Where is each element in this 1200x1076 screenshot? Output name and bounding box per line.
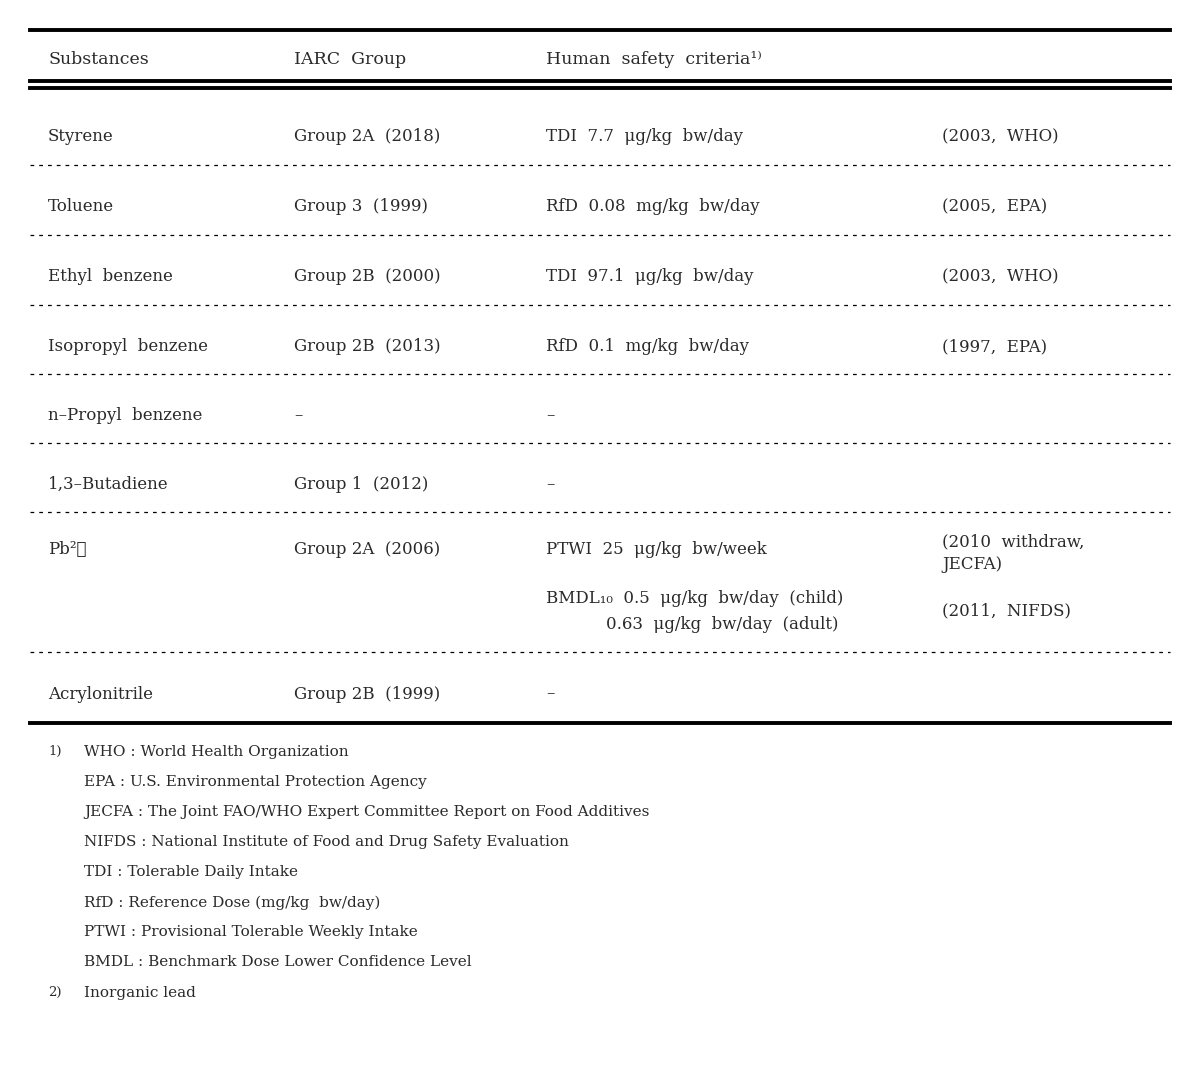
Text: Group 1  (2012): Group 1 (2012)	[294, 476, 428, 493]
Text: (1997,  EPA): (1997, EPA)	[942, 338, 1048, 355]
Text: Group 2B  (2013): Group 2B (2013)	[294, 338, 440, 355]
Text: Human  safety  criteria¹⁾: Human safety criteria¹⁾	[546, 51, 762, 68]
Text: Styrene: Styrene	[48, 128, 114, 145]
Text: TDI : Tolerable Daily Intake: TDI : Tolerable Daily Intake	[84, 865, 298, 879]
Text: (2003,  WHO): (2003, WHO)	[942, 128, 1058, 145]
Text: BMDL₁₀  0.5  μg/kg  bw/day  (child): BMDL₁₀ 0.5 μg/kg bw/day (child)	[546, 590, 844, 607]
Text: –: –	[546, 407, 554, 424]
Text: Inorganic lead: Inorganic lead	[84, 986, 196, 1000]
Text: WHO : World Health Organization: WHO : World Health Organization	[84, 745, 349, 759]
Text: RfD : Reference Dose (mg/kg  bw/day): RfD : Reference Dose (mg/kg bw/day)	[84, 895, 380, 909]
Text: Group 2A  (2006): Group 2A (2006)	[294, 541, 440, 558]
Text: PTWI : Provisional Tolerable Weekly Intake: PTWI : Provisional Tolerable Weekly Inta…	[84, 925, 418, 939]
Text: JECFA : The Joint FAO/WHO Expert Committee Report on Food Additives: JECFA : The Joint FAO/WHO Expert Committ…	[84, 805, 649, 819]
Text: –: –	[294, 407, 302, 424]
Text: 1,3–Butadiene: 1,3–Butadiene	[48, 476, 169, 493]
Text: TDI  97.1  μg/kg  bw/day: TDI 97.1 μg/kg bw/day	[546, 268, 754, 285]
Text: 1): 1)	[48, 745, 61, 758]
Text: RfD  0.08  mg/kg  bw/day: RfD 0.08 mg/kg bw/day	[546, 198, 760, 215]
Text: Group 2B  (1999): Group 2B (1999)	[294, 685, 440, 703]
Text: (2010  withdraw,: (2010 withdraw,	[942, 534, 1085, 551]
Text: BMDL : Benchmark Dose Lower Confidence Level: BMDL : Benchmark Dose Lower Confidence L…	[84, 955, 472, 969]
Text: –: –	[546, 685, 554, 703]
Text: Group 3  (1999): Group 3 (1999)	[294, 198, 428, 215]
Text: Toluene: Toluene	[48, 198, 114, 215]
Text: RfD  0.1  mg/kg  bw/day: RfD 0.1 mg/kg bw/day	[546, 338, 749, 355]
Text: (2011,  NIFDS): (2011, NIFDS)	[942, 603, 1072, 620]
Text: EPA : U.S. Environmental Protection Agency: EPA : U.S. Environmental Protection Agen…	[84, 775, 427, 789]
Text: Pb²⧠: Pb²⧠	[48, 541, 86, 558]
Text: Isopropyl  benzene: Isopropyl benzene	[48, 338, 208, 355]
Text: Substances: Substances	[48, 51, 149, 68]
Text: (2005,  EPA): (2005, EPA)	[942, 198, 1048, 215]
Text: Acrylonitrile: Acrylonitrile	[48, 685, 154, 703]
Text: 2): 2)	[48, 986, 61, 999]
Text: Group 2A  (2018): Group 2A (2018)	[294, 128, 440, 145]
Text: Ethyl  benzene: Ethyl benzene	[48, 268, 173, 285]
Text: Group 2B  (2000): Group 2B (2000)	[294, 268, 440, 285]
Text: 0.63  μg/kg  bw/day  (adult): 0.63 μg/kg bw/day (adult)	[606, 615, 839, 633]
Text: –: –	[546, 476, 554, 493]
Text: IARC  Group: IARC Group	[294, 51, 406, 68]
Text: PTWI  25  μg/kg  bw/week: PTWI 25 μg/kg bw/week	[546, 541, 767, 558]
Text: NIFDS : National Institute of Food and Drug Safety Evaluation: NIFDS : National Institute of Food and D…	[84, 835, 569, 849]
Text: TDI  7.7  μg/kg  bw/day: TDI 7.7 μg/kg bw/day	[546, 128, 743, 145]
Text: n–Propyl  benzene: n–Propyl benzene	[48, 407, 203, 424]
Text: (2003,  WHO): (2003, WHO)	[942, 268, 1058, 285]
Text: JECFA): JECFA)	[942, 556, 1002, 574]
